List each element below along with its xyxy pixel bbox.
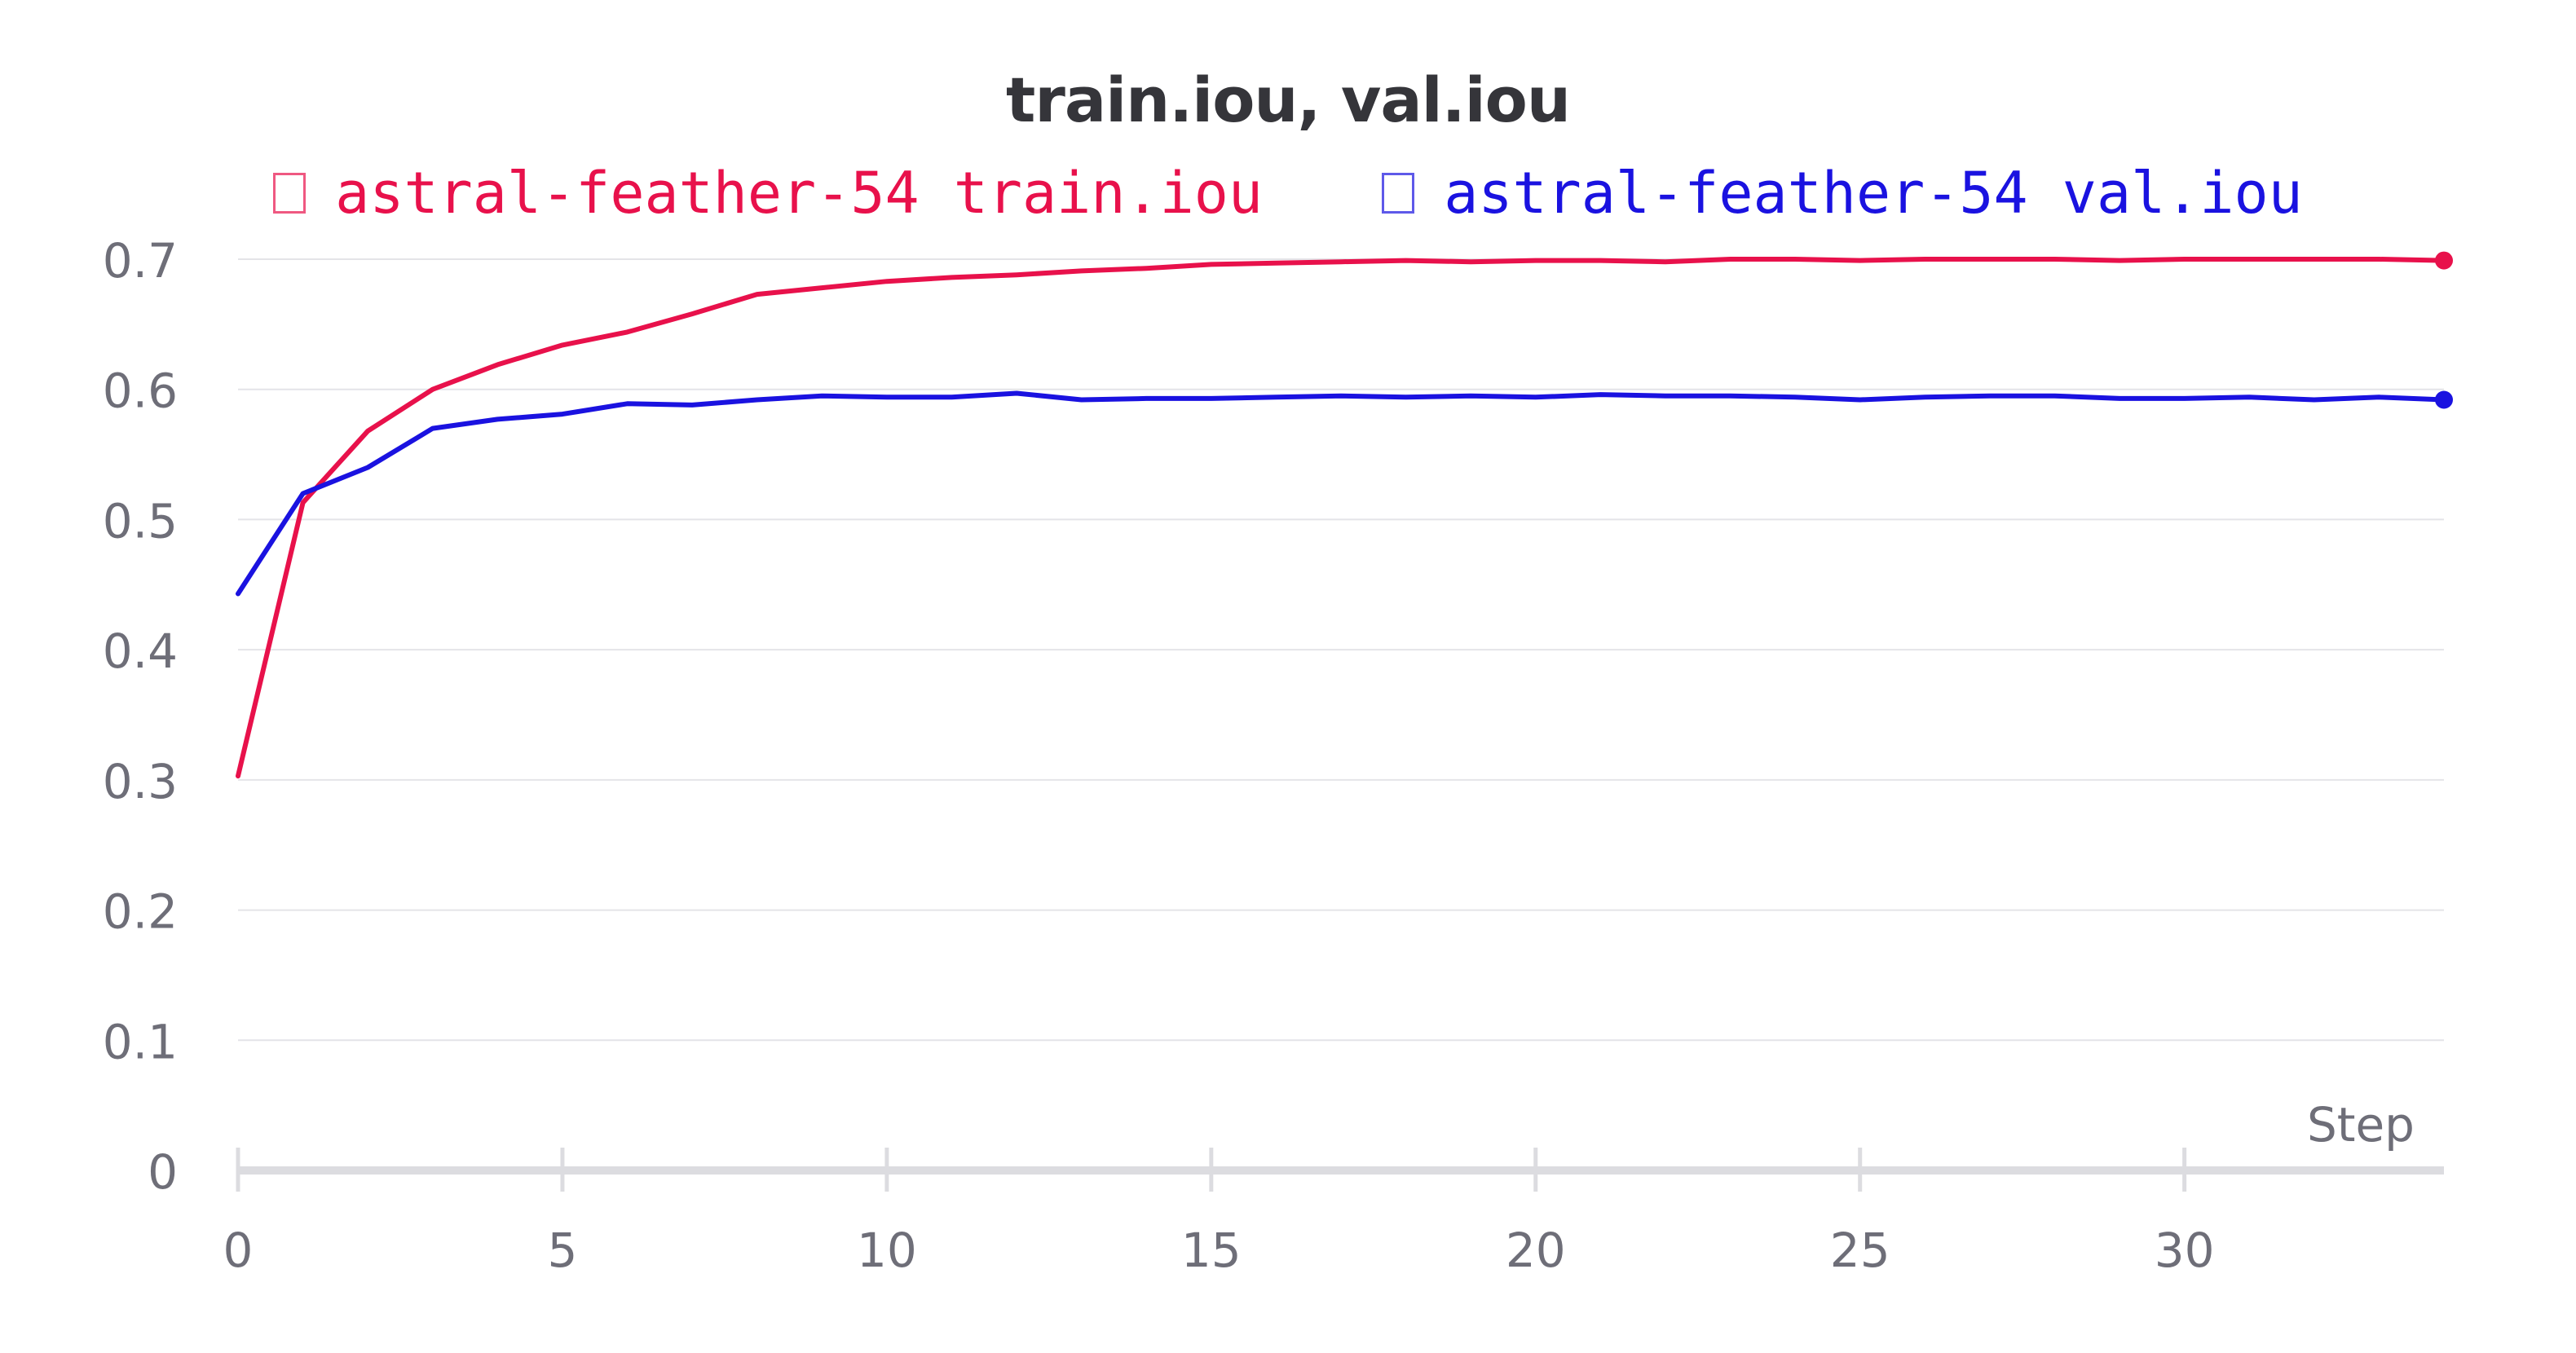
legend-swatch-val [1382,173,1415,214]
x-tick-label: 30 [2155,1223,2215,1278]
legend: astral-feather-54 train.iou astral-feath… [0,160,2576,227]
x-axis-label: Step [2307,1097,2415,1152]
y-tick-label: 0.5 [103,493,178,549]
chart-title: train.iou, val.iou [1006,64,1571,136]
legend-label-train: astral-feather-54 train.iou [335,160,1264,227]
x-tick-label: 0 [223,1223,254,1278]
y-tick-label: 0.1 [103,1014,178,1069]
legend-swatch-train [273,173,307,214]
x-tick-label: 20 [1506,1223,1566,1278]
y-tick-label: 0.7 [103,233,178,289]
series-line-0 [236,257,2446,779]
legend-item-val[interactable]: astral-feather-54 val.iou [1382,160,2303,227]
y-tick-label: 0.6 [103,364,178,419]
y-tick-label: 0.3 [103,754,178,809]
legend-label-val: astral-feather-54 val.iou [1444,160,2303,227]
x-tick-label: 10 [857,1223,917,1278]
x-tick-label: 5 [547,1223,577,1278]
series-end-marker-0 [2435,251,2453,270]
x-tick-label: 15 [1181,1223,1242,1278]
series-line-1 [236,390,2446,597]
y-tick-label: 0.4 [103,624,178,679]
y-tick-label: 0.2 [103,884,178,940]
x-tick-label: 25 [1830,1223,1890,1278]
series-end-marker-1 [2435,390,2453,409]
legend-item-train[interactable]: astral-feather-54 train.iou [273,160,1263,227]
y-tick-label: 0 [148,1144,178,1200]
